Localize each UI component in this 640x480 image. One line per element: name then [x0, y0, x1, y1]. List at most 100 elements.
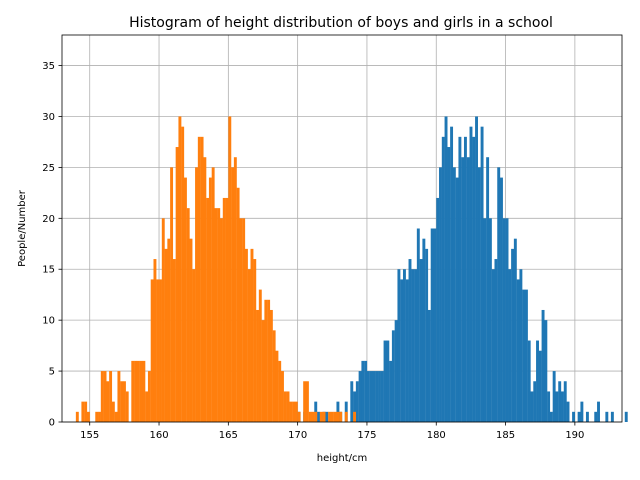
boys-bar — [549, 411, 553, 422]
boys-bar — [378, 371, 381, 422]
girls-bar — [236, 187, 240, 422]
boys-bar — [561, 391, 564, 422]
boys-bar — [522, 289, 526, 422]
girls-bar — [303, 381, 307, 422]
boys-bar — [416, 228, 420, 422]
boys-bar — [383, 340, 387, 422]
boys-bar — [566, 401, 570, 422]
girls-bar — [167, 238, 171, 422]
boys-bar — [491, 269, 495, 422]
girls-bar — [353, 411, 357, 422]
boys-bar — [425, 248, 429, 422]
girls-bar — [114, 411, 118, 422]
girls-bar — [305, 381, 309, 422]
girls-bar — [281, 371, 284, 422]
boys-bar — [502, 218, 506, 422]
boys-bar — [524, 289, 528, 422]
boys-bar — [511, 248, 515, 422]
girls-bar — [134, 360, 137, 422]
y-tick-label: 25 — [42, 163, 55, 174]
boys-bar — [555, 391, 559, 422]
girls-bar — [222, 197, 226, 422]
boys-bar — [558, 381, 562, 422]
girls-bar — [156, 279, 160, 422]
y-axis-label: People/Number — [17, 189, 28, 267]
boys-bar — [497, 167, 501, 422]
girls-bar — [86, 411, 90, 422]
boys-bar — [508, 269, 512, 422]
boys-bar — [475, 116, 478, 422]
y-tick-label: 20 — [42, 214, 55, 225]
boys-bar — [430, 228, 434, 422]
boys-bar — [447, 147, 451, 422]
girls-bar — [336, 411, 340, 422]
girls-bar — [181, 126, 185, 422]
girls-bar — [75, 411, 79, 422]
boys-bar — [317, 411, 320, 422]
girls-bar — [120, 381, 124, 422]
girls-bar — [314, 411, 318, 422]
x-tick-label: 180 — [427, 430, 446, 441]
girls-bar — [228, 116, 232, 422]
girls-bar — [244, 248, 248, 422]
x-tick-label: 190 — [565, 430, 584, 441]
boys-bar — [405, 279, 409, 422]
girls-bar — [286, 391, 290, 422]
boys-bar — [450, 126, 454, 422]
y-tick-label: 35 — [42, 61, 55, 72]
girls-bar — [267, 299, 271, 422]
boys-bar — [541, 309, 545, 422]
boys-bar — [472, 136, 476, 422]
boys-bar — [358, 371, 362, 422]
girls-bar — [150, 279, 154, 422]
girls-bar — [175, 147, 179, 422]
boys-bar — [463, 136, 467, 422]
boys-bar — [461, 157, 465, 422]
boys-bar — [494, 259, 498, 422]
girls-bar — [106, 381, 110, 422]
girls-bar — [242, 218, 246, 422]
boys-bar — [594, 411, 598, 422]
boys-bar — [402, 269, 406, 422]
boys-bar — [469, 126, 473, 422]
boys-bar — [366, 371, 370, 422]
boys-bar — [519, 269, 523, 422]
girls-bar — [297, 411, 301, 422]
girls-bar — [200, 136, 204, 422]
girls-bar — [217, 208, 221, 422]
girls-bar — [319, 411, 323, 422]
x-tick-label: 165 — [219, 430, 238, 441]
boys-bar — [389, 360, 393, 422]
girls-bar — [145, 391, 149, 422]
girls-bar — [109, 371, 113, 422]
girls-bar — [206, 197, 210, 422]
boys-bar — [605, 411, 609, 422]
girls-bar — [247, 269, 251, 422]
boys-bar — [419, 259, 423, 422]
girls-bar — [161, 218, 165, 422]
girls-bar — [261, 320, 265, 422]
girls-bar — [117, 371, 121, 422]
boys-bar — [452, 167, 456, 422]
boys-bar — [408, 259, 412, 422]
boys-bar — [480, 126, 484, 422]
boys-bar — [500, 177, 503, 422]
girls-bar — [333, 411, 337, 422]
boys-bar — [486, 157, 490, 422]
girls-bar — [253, 259, 257, 422]
x-tick-label: 185 — [496, 430, 515, 441]
boys-bar — [572, 411, 576, 422]
girls-bar — [208, 177, 212, 422]
girls-bar — [328, 411, 332, 422]
girls-bar — [344, 411, 348, 422]
girls-bar — [256, 309, 259, 422]
boys-bar — [350, 381, 354, 422]
bars-layer — [75, 116, 628, 422]
boys-bar — [355, 381, 359, 422]
boys-bar — [439, 167, 442, 422]
girls-bar — [220, 218, 223, 422]
boys-bar — [530, 391, 534, 422]
girls-bar — [239, 218, 243, 422]
girls-bar — [214, 208, 218, 422]
